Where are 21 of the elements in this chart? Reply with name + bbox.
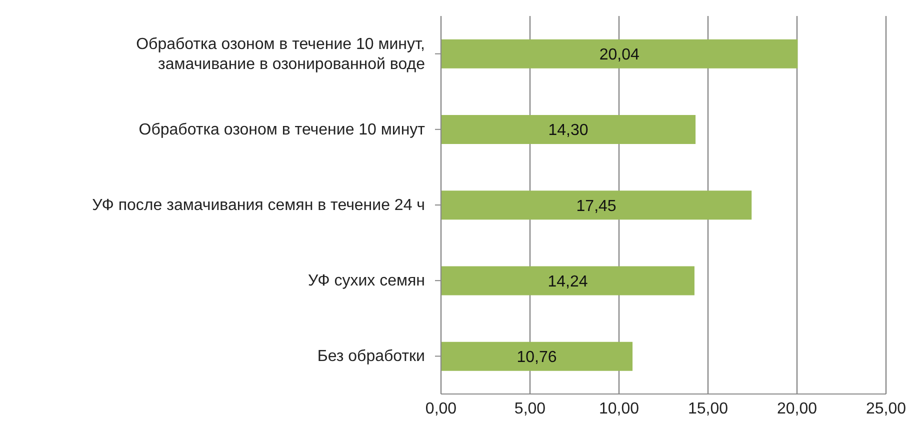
x-tick-label: 10,00	[598, 400, 640, 418]
y-tick-label: Обработка озоном в течение 10 минут, замачивание в озонированной воде	[136, 35, 426, 72]
bar	[441, 342, 633, 371]
data-label: 14,30	[548, 122, 588, 140]
x-tick-label: 0,00	[425, 400, 457, 418]
y-tick-label: УФ после замачивания семян в течение 24 ч	[92, 196, 425, 214]
data-label: 14,24	[548, 273, 588, 290]
y-tick-label: Без обработки	[317, 348, 425, 365]
bar	[441, 39, 798, 68]
x-tick-label: 25,00	[866, 400, 906, 418]
x-tick-label: 5,00	[514, 400, 546, 418]
data-label: 20,04	[599, 46, 640, 64]
x-tick-label: 15,00	[688, 400, 728, 418]
bar	[441, 190, 752, 220]
data-label: 17,45	[576, 198, 616, 215]
y-tick-label: Обработка озоном в течение 10 минут	[138, 120, 426, 138]
bar	[441, 115, 696, 144]
x-tick-label: 20,00	[776, 400, 818, 418]
data-label: 10,76	[516, 349, 557, 366]
y-tick-label: УФ сухих семян	[308, 272, 425, 290]
bar	[441, 266, 694, 296]
